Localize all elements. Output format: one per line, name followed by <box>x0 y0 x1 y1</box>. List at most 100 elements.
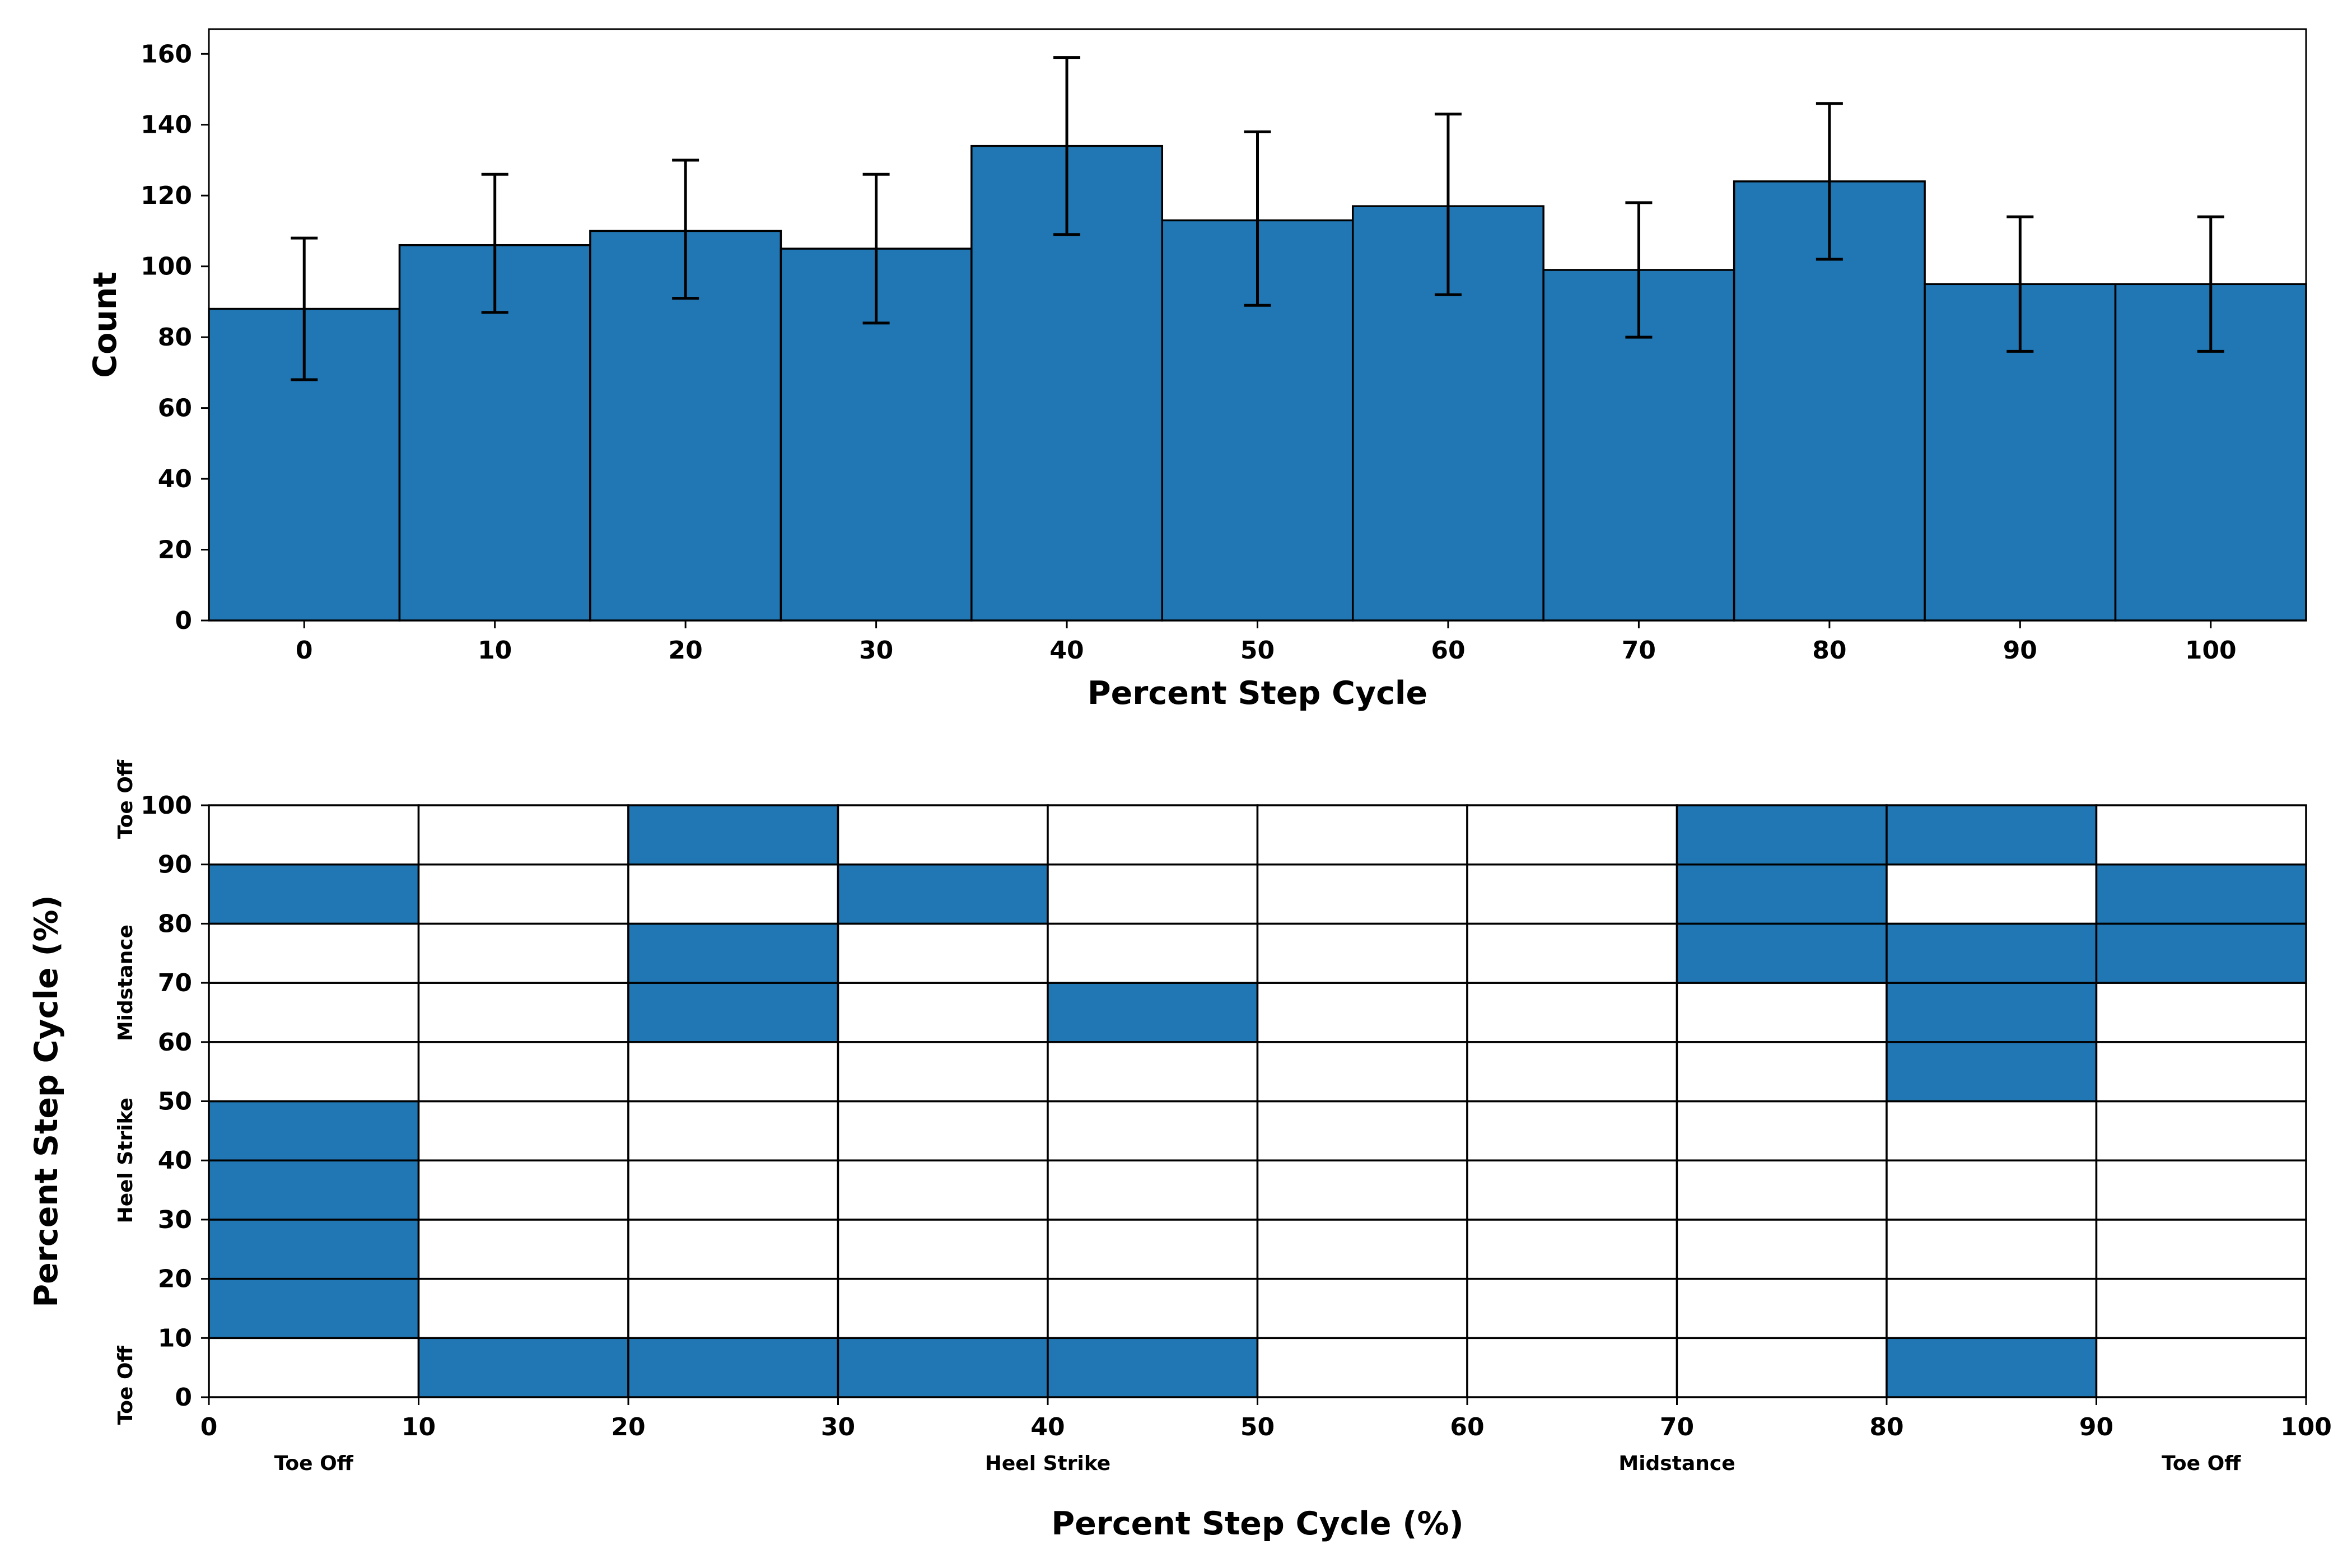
cell-r2-c3 <box>837 1219 1049 1280</box>
x-phase-label-3: Toe Off <box>2162 1452 2241 1475</box>
cell-r5-c9 <box>2095 1041 2307 1103</box>
cell-r5-c1 <box>417 1041 629 1103</box>
cell-r5-c3 <box>837 1041 1049 1103</box>
cell-r5-c7 <box>1676 1041 1888 1103</box>
cell-r1-c5 <box>1256 1277 1468 1340</box>
y-tick-label-60: 60 <box>158 394 192 423</box>
cell-r2-c8 <box>1886 1219 2098 1280</box>
cell-r0-c0 <box>208 1337 420 1398</box>
cell-r8-c5 <box>1256 863 1468 925</box>
cell-r4-c4 <box>1047 1100 1259 1161</box>
y-tick-label-100: 100 <box>141 253 192 281</box>
cell-r2-c5 <box>1256 1219 1468 1280</box>
cell-r2-c0 <box>208 1219 420 1280</box>
cell-r9-c5 <box>1256 804 1468 866</box>
cell-r6-c8 <box>1886 982 2098 1043</box>
grid-cells <box>208 804 2307 1398</box>
cell-r7-c1 <box>417 922 629 984</box>
histogram-chart: 0 20 40 60 80 100 120 140 160 0 10 20 30 40 50 60 70 80 9… <box>87 28 2307 712</box>
cell-r7-c4 <box>1047 922 1259 984</box>
cell-r6-c4 <box>1047 982 1259 1043</box>
cell-r1-c9 <box>2095 1277 2307 1340</box>
cell-r0-c8 <box>1886 1337 2098 1398</box>
cell-r9-c0 <box>208 804 420 866</box>
cell-r1-c7 <box>1676 1277 1888 1340</box>
y-tick-label-120: 120 <box>141 181 192 210</box>
grid-y-tick-label-20: 20 <box>158 1265 192 1294</box>
cell-r9-c4 <box>1047 804 1259 866</box>
grid-x-tick-label-90: 90 <box>2079 1413 2113 1441</box>
grid-y-tick-label-80: 80 <box>158 909 192 938</box>
cell-r4-c9 <box>2095 1100 2307 1161</box>
y-tick-label-160: 160 <box>141 40 192 68</box>
grid-y-tick-label-40: 40 <box>158 1146 192 1175</box>
cell-r0-c4 <box>1047 1337 1259 1398</box>
grid-y-tick-label-50: 50 <box>158 1088 192 1116</box>
cell-r3-c7 <box>1676 1159 1888 1221</box>
cell-r6-c9 <box>2095 982 2307 1043</box>
cell-r2-c4 <box>1047 1219 1259 1280</box>
cell-r1-c0 <box>208 1277 420 1340</box>
x-tick-label-50: 50 <box>1240 636 1275 665</box>
x-tick-label-90: 90 <box>2003 636 2037 665</box>
x-phase-labels: Toe Off Heel Strike Midstance Toe Off <box>274 1452 2242 1475</box>
grid-y-tick-label-60: 60 <box>158 1028 192 1057</box>
y-phase-label-3: Toe Off <box>114 759 137 839</box>
cell-r2-c2 <box>627 1219 839 1280</box>
cell-r0-c3 <box>837 1337 1049 1398</box>
cell-r5-c2 <box>627 1041 839 1103</box>
cell-r1-c6 <box>1466 1277 1678 1340</box>
cell-r5-c4 <box>1047 1041 1259 1103</box>
cell-r7-c3 <box>837 922 1049 984</box>
error-bars <box>291 56 2224 381</box>
y-phase-label-0: Toe Off <box>114 1345 137 1425</box>
cell-r1-c2 <box>627 1277 839 1340</box>
cell-r7-c9 <box>2095 922 2307 984</box>
grid-x-axis: 0 10 20 30 40 50 60 70 80 90 100 <box>200 1397 2332 1441</box>
grid-y-tick-label-100: 100 <box>141 791 192 820</box>
x-phase-label-2: Midstance <box>1618 1452 1735 1475</box>
x-tick-label-70: 70 <box>1622 636 1656 665</box>
cell-r3-c5 <box>1256 1159 1468 1221</box>
cell-r5-c6 <box>1466 1041 1678 1103</box>
cell-r9-c7 <box>1676 804 1888 866</box>
y-phase-label-1: Heel Strike <box>114 1098 137 1223</box>
cell-r9-c9 <box>2095 804 2307 866</box>
cell-r3-c9 <box>2095 1159 2307 1221</box>
cell-r8-c1 <box>417 863 629 925</box>
cell-r5-c0 <box>208 1041 420 1103</box>
y-tick-label-20: 20 <box>158 536 192 564</box>
grid-x-tick-label-50: 50 <box>1240 1413 1275 1441</box>
cell-r6-c7 <box>1676 982 1888 1043</box>
cell-r2-c9 <box>2095 1219 2307 1280</box>
grid-y-axis-title: Percent Step Cycle (%) <box>28 895 65 1307</box>
x-tick-label-40: 40 <box>1049 636 1084 665</box>
cell-r4-c7 <box>1676 1100 1888 1161</box>
cell-r8-c8 <box>1886 863 2098 925</box>
grid-x-tick-label-0: 0 <box>200 1413 218 1441</box>
cell-r4-c0 <box>208 1100 420 1161</box>
x-phase-label-1: Heel Strike <box>985 1452 1110 1475</box>
grid-y-tick-label-30: 30 <box>158 1206 192 1234</box>
cell-r7-c6 <box>1466 922 1678 984</box>
y-phase-labels: Toe Off Heel Strike Midstance Toe Off <box>114 759 137 1425</box>
cell-r8-c0 <box>208 863 420 925</box>
y-tick-label-0: 0 <box>175 606 192 635</box>
cell-r7-c0 <box>208 922 420 984</box>
x-phase-label-0: Toe Off <box>274 1452 354 1475</box>
cell-r8-c9 <box>2095 863 2307 925</box>
cell-r2-c7 <box>1676 1219 1888 1280</box>
cell-r0-c2 <box>627 1337 839 1398</box>
grid-y-axis: 0 10 20 30 40 50 60 70 80 90 100 <box>141 791 209 1412</box>
cell-r0-c1 <box>417 1337 629 1398</box>
cell-r0-c9 <box>2095 1337 2307 1398</box>
grid-x-tick-label-70: 70 <box>1660 1413 1694 1441</box>
transition-grid-chart: 0 10 20 30 40 50 60 70 80 90 100 0 10 20 30 40 50 60 70 80… <box>28 759 2332 1542</box>
cell-r9-c3 <box>837 804 1049 866</box>
grid-x-tick-label-20: 20 <box>611 1413 645 1441</box>
x-tick-label-0: 0 <box>296 636 313 665</box>
cell-r0-c7 <box>1676 1337 1888 1398</box>
cell-r0-c6 <box>1466 1337 1678 1398</box>
histogram-x-axis: 0 10 20 30 40 50 60 70 80 90 100 <box>296 620 2237 665</box>
cell-r5-c5 <box>1256 1041 1468 1103</box>
